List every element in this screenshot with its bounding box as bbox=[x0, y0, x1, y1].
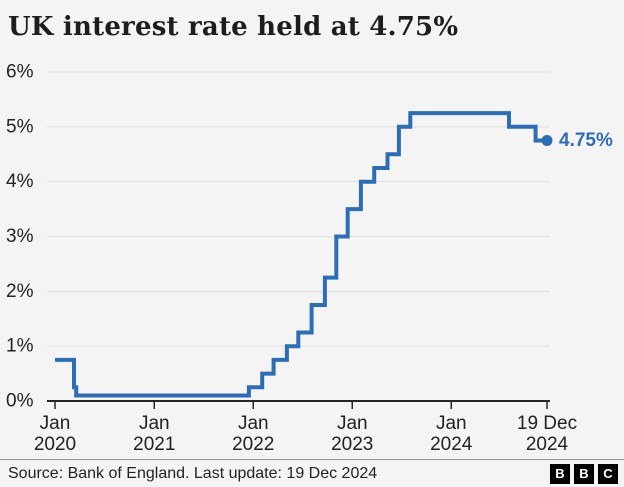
x-axis-label-month: Jan bbox=[337, 413, 368, 434]
y-axis-label: 6% bbox=[6, 62, 34, 83]
bbc-logo: B B C bbox=[550, 463, 618, 484]
source-text: Source: Bank of England. Last update: 19… bbox=[8, 464, 378, 482]
x-axis-label-year: 2020 bbox=[34, 434, 76, 455]
end-point-marker bbox=[541, 135, 553, 147]
footer-bar: Source: Bank of England. Last update: 19… bbox=[0, 459, 624, 487]
x-axis-label-month: Jan bbox=[436, 413, 467, 434]
end-point-label: 4.75% bbox=[559, 130, 613, 151]
bbc-logo-block-c: C bbox=[598, 463, 618, 484]
y-axis-label: 4% bbox=[6, 171, 34, 192]
rate-step-chart: 6%5%4%3%2%1%0%Jan2020Jan2021Jan2022Jan20… bbox=[6, 62, 613, 456]
x-axis-label-month: Jan bbox=[40, 413, 71, 434]
y-axis-label: 3% bbox=[6, 226, 34, 247]
bbc-logo-block-b1: B bbox=[550, 463, 570, 484]
x-axis-label-month: Jan bbox=[139, 413, 170, 434]
y-axis-label: 0% bbox=[6, 391, 34, 412]
x-axis-label-month: 19 Dec bbox=[517, 413, 577, 434]
y-axis-label: 2% bbox=[6, 281, 34, 302]
x-axis-label-year: 2022 bbox=[232, 434, 274, 455]
bbc-logo-block-b2: B bbox=[574, 463, 594, 484]
y-axis-label: 1% bbox=[6, 336, 34, 357]
x-axis-label-year: 2021 bbox=[133, 434, 175, 455]
y-axis-label: 5% bbox=[6, 116, 34, 137]
x-axis-label-month: Jan bbox=[238, 413, 269, 434]
x-axis-label-year: 2024 bbox=[430, 434, 473, 455]
chart-title: UK interest rate held at 4.75% bbox=[8, 12, 459, 42]
rate-line bbox=[55, 111, 547, 398]
x-axis-label-year: 2024 bbox=[526, 434, 569, 455]
x-axis-label-year: 2023 bbox=[331, 434, 373, 455]
